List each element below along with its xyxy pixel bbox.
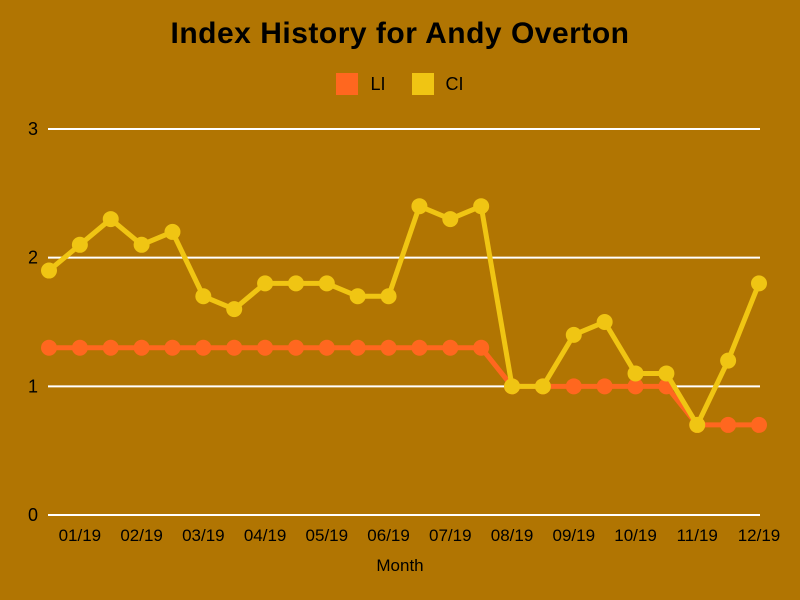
- data-point-ci: [226, 301, 243, 318]
- y-tick-label: 1: [28, 376, 38, 396]
- y-tick-label: 0: [28, 505, 38, 525]
- legend-item-li[interactable]: LI: [336, 73, 386, 95]
- data-point-ci: [349, 288, 366, 305]
- data-point-li: [751, 416, 767, 433]
- data-point-li: [473, 339, 490, 356]
- series-line-ci: [46, 203, 762, 428]
- legend-item-ci[interactable]: CI: [411, 73, 464, 95]
- data-point-li: [380, 339, 397, 356]
- data-point-ci: [164, 223, 181, 240]
- data-point-ci: [257, 275, 274, 292]
- data-point-ci: [565, 326, 582, 343]
- data-point-ci: [41, 262, 57, 279]
- data-point-ci: [720, 352, 737, 369]
- data-point-li: [720, 416, 737, 433]
- data-point-ci: [658, 365, 675, 382]
- data-point-li: [349, 339, 366, 356]
- data-point-ci: [504, 378, 521, 395]
- data-point-li: [195, 339, 212, 356]
- data-point-li: [41, 339, 57, 356]
- x-tick-label: 07/19: [429, 526, 472, 545]
- data-point-li: [102, 339, 119, 356]
- legend-label-ci: CI: [445, 73, 464, 94]
- data-point-li: [411, 339, 428, 356]
- x-tick-label: 03/19: [182, 526, 225, 545]
- x-tick-label: 01/19: [59, 526, 102, 545]
- data-point-li: [565, 378, 582, 395]
- x-tick-label: 09/19: [553, 526, 596, 545]
- data-point-ci: [751, 275, 767, 292]
- data-point-ci: [102, 211, 119, 228]
- x-tick-label: 06/19: [367, 526, 410, 545]
- data-point-ci: [318, 275, 335, 292]
- x-tick-label: 11/19: [677, 526, 718, 545]
- li-color-swatch: [336, 73, 359, 95]
- chart-legend: LI CI: [0, 73, 800, 95]
- x-tick-label: 05/19: [306, 526, 349, 545]
- data-point-li: [71, 339, 88, 356]
- y-tick-label: 3: [28, 119, 38, 139]
- data-point-ci: [689, 416, 706, 433]
- data-point-ci: [71, 236, 88, 253]
- data-point-ci: [195, 288, 212, 305]
- data-point-li: [627, 378, 644, 395]
- legend-label-li: LI: [370, 73, 386, 94]
- data-point-li: [226, 339, 243, 356]
- x-tick-label: 04/19: [244, 526, 287, 545]
- x-tick-label: 10/19: [614, 526, 657, 545]
- data-point-li: [318, 339, 335, 356]
- data-point-li: [287, 339, 304, 356]
- data-point-ci: [287, 275, 304, 292]
- data-point-ci: [596, 313, 613, 330]
- data-point-ci: [534, 378, 551, 395]
- y-tick-label: 2: [28, 248, 38, 268]
- data-point-li: [164, 339, 181, 356]
- data-point-li: [442, 339, 459, 356]
- x-tick-label: 02/19: [120, 526, 163, 545]
- data-point-ci: [411, 198, 428, 215]
- data-point-li: [133, 339, 150, 356]
- chart-title: Index History for Andy Overton: [170, 17, 630, 50]
- x-tick-label: 12/19: [738, 526, 781, 545]
- x-tick-label: 08/19: [491, 526, 534, 545]
- data-point-li: [257, 339, 274, 356]
- data-point-li: [596, 378, 613, 395]
- x-axis-title: Month: [376, 556, 424, 575]
- data-point-ci: [442, 211, 459, 228]
- data-point-ci: [473, 198, 490, 215]
- data-point-ci: [380, 288, 397, 305]
- ci-color-swatch: [411, 73, 434, 95]
- data-point-ci: [133, 236, 150, 253]
- data-point-ci: [627, 365, 644, 382]
